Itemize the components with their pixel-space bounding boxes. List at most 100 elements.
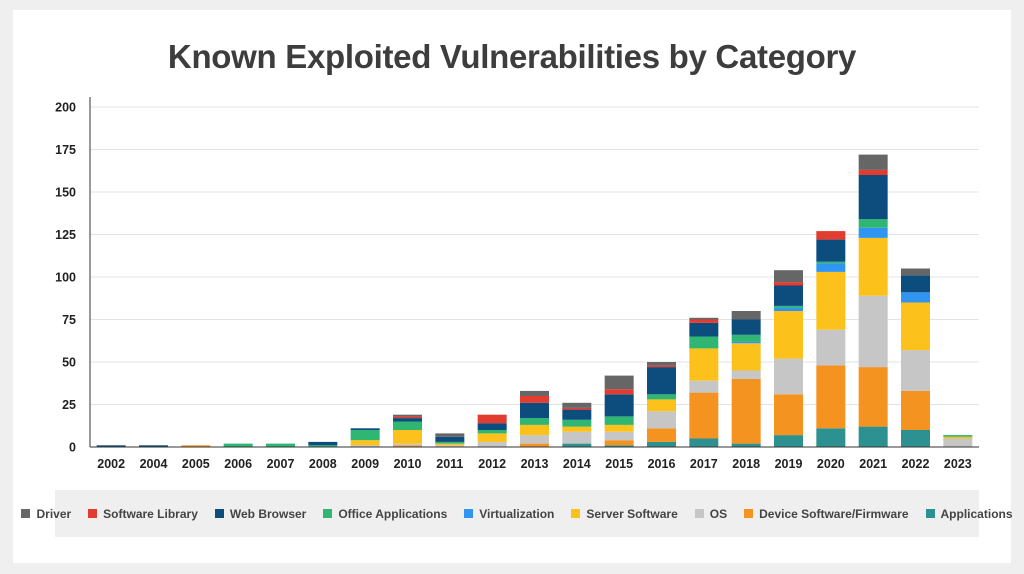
bar-segment xyxy=(647,394,676,400)
bar-segment xyxy=(901,292,930,303)
x-tick-label: 2010 xyxy=(394,457,422,471)
bar-segment xyxy=(477,441,507,447)
bar-segment xyxy=(435,443,465,446)
bar-segment xyxy=(647,362,676,366)
legend-item: Server Software xyxy=(571,507,678,521)
bar-segment xyxy=(350,428,380,430)
bar-segment xyxy=(647,411,676,429)
bar-segment xyxy=(858,169,888,175)
bar-segment xyxy=(139,445,168,447)
bar-segment xyxy=(901,350,930,391)
bar-segment xyxy=(604,375,634,390)
bar-segment xyxy=(604,389,634,395)
bar-segment xyxy=(435,441,465,444)
bar-segment xyxy=(393,416,422,419)
bar-segment xyxy=(477,414,507,424)
legend-swatch xyxy=(323,509,333,518)
x-tick-label: 2016 xyxy=(648,457,676,471)
bar-segment xyxy=(435,433,465,437)
x-tick-label: 2019 xyxy=(775,457,803,471)
bar-segment xyxy=(943,436,973,439)
legend-swatch xyxy=(88,509,98,518)
bar-segment xyxy=(562,402,592,408)
bar-segment xyxy=(562,409,592,420)
legend-swatch xyxy=(571,509,581,518)
bar-segment xyxy=(774,285,803,306)
bar-segment xyxy=(816,239,846,262)
bar-segment xyxy=(901,275,930,293)
legend-label: Device Software/Firmware xyxy=(759,506,909,521)
bar-segment xyxy=(604,440,634,446)
bar-segment xyxy=(774,282,803,286)
bar-segment xyxy=(943,435,973,437)
legend-item: Driver xyxy=(21,507,71,521)
bar-segment xyxy=(435,445,465,447)
bar-segment xyxy=(393,414,422,417)
bar-segment xyxy=(393,430,422,444)
y-tick-label: 150 xyxy=(55,186,76,200)
y-tick-label: 50 xyxy=(62,356,76,370)
bar-segment xyxy=(350,440,380,446)
legend-label: Web Browser xyxy=(229,506,307,521)
legend-item: Web Browser xyxy=(214,506,307,521)
x-tick-label: 2014 xyxy=(563,457,591,471)
bar-segment xyxy=(816,329,846,366)
bar-segment xyxy=(816,231,846,240)
bar-segment xyxy=(393,445,422,447)
bar-segment xyxy=(393,443,422,446)
legend-item: Applications xyxy=(925,506,1013,521)
bar-segment xyxy=(689,392,719,439)
bar-segment xyxy=(816,261,846,264)
x-tick-label: 2017 xyxy=(690,457,718,471)
legend-label: Office Applications xyxy=(338,506,448,521)
bar-segment xyxy=(520,396,549,403)
bar-segment xyxy=(901,430,930,447)
bar-segment xyxy=(181,445,211,447)
y-tick-label: 175 xyxy=(55,143,76,157)
bar-segment xyxy=(816,271,846,330)
bar-segment xyxy=(774,435,803,447)
bar-segment xyxy=(520,402,549,419)
bar-segment xyxy=(647,441,676,447)
bar-segment xyxy=(520,418,549,425)
legend-swatch xyxy=(694,509,704,518)
bar-segment xyxy=(562,443,592,447)
bar-segment xyxy=(350,430,380,441)
x-tick-label: 2018 xyxy=(732,457,760,471)
legend-label: Applications xyxy=(940,506,1013,521)
bar-segment xyxy=(858,367,888,427)
x-tick-label: 2020 xyxy=(817,457,845,471)
bar-segment xyxy=(562,419,592,427)
bar-segment xyxy=(562,407,592,410)
bar-segment xyxy=(731,334,761,342)
legend-item: Software Library xyxy=(88,507,198,521)
bar-segment xyxy=(477,430,507,434)
bar-segment xyxy=(731,443,761,447)
bar-segment xyxy=(858,237,888,296)
bar-segment xyxy=(520,443,549,447)
bar-segment xyxy=(858,227,888,238)
bar-segment xyxy=(647,428,676,442)
bar-segment xyxy=(774,358,803,395)
bar-segment xyxy=(731,319,761,335)
y-tick-label: 125 xyxy=(55,228,76,242)
y-tick-label: 200 xyxy=(55,101,76,115)
bar-segment xyxy=(901,302,930,351)
bar-segment xyxy=(393,421,422,430)
bar-segment xyxy=(858,175,888,220)
y-tick-label: 75 xyxy=(62,313,76,327)
stacked-bar-chart: 0 25 50 75 100 125 150 175 200 2002 2004 2005 2006 20… xyxy=(55,97,979,471)
bar-segment xyxy=(520,435,549,444)
bar-segment xyxy=(774,307,803,311)
legend-label: Software Library xyxy=(103,506,198,521)
bar-segment xyxy=(731,370,761,379)
bar-segment xyxy=(604,445,634,447)
bar-segment xyxy=(604,431,634,441)
bar-segment xyxy=(477,433,507,442)
legend-swatch xyxy=(214,509,224,518)
legend-item: Device Software/Firmware xyxy=(744,506,909,521)
bar-segment xyxy=(689,348,719,381)
x-tick-label: 2006 xyxy=(224,457,252,471)
bar-segment xyxy=(520,390,549,396)
bar-segment xyxy=(647,399,676,412)
